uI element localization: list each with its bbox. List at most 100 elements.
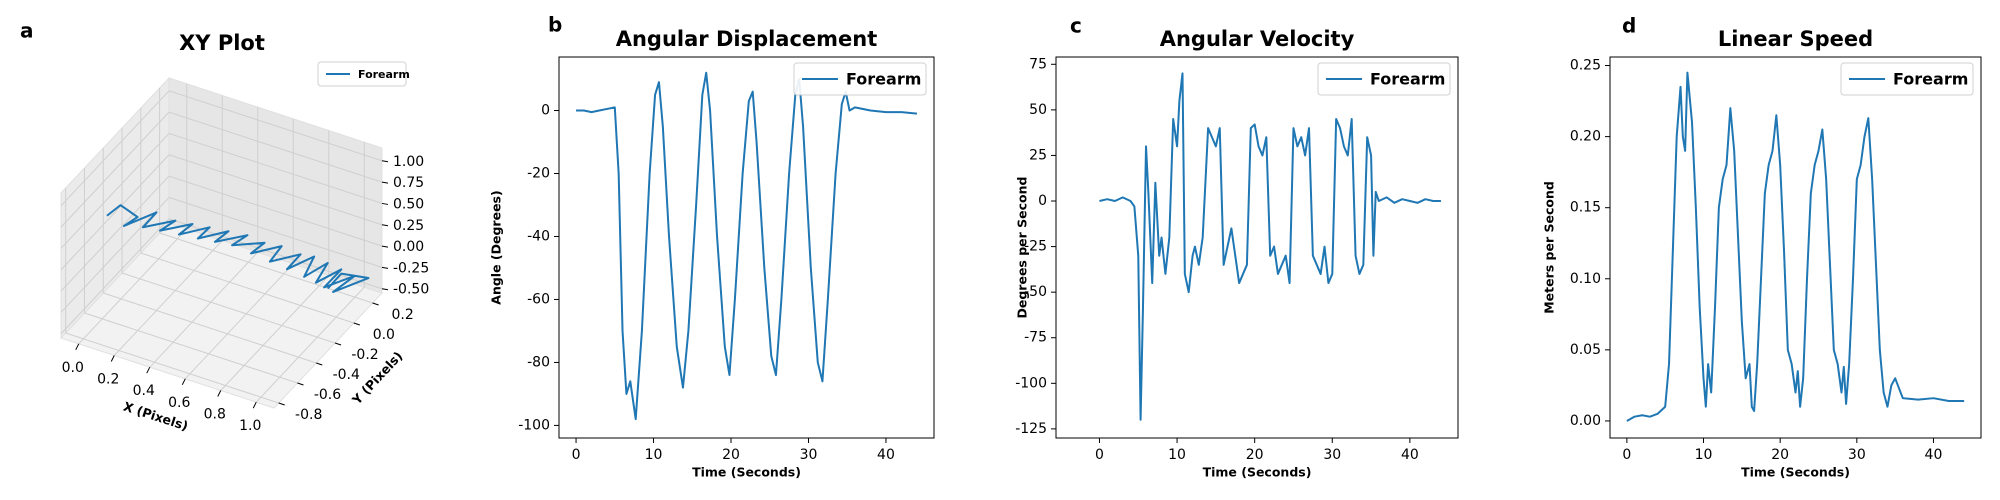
y-axis-label: Angle (Degrees) xyxy=(489,190,504,304)
y-tick xyxy=(297,382,304,386)
y-tick-label: 0.0 xyxy=(373,327,395,343)
y-tick-label: -75 xyxy=(1024,330,1047,346)
series-line xyxy=(106,204,370,293)
z-tick xyxy=(381,160,389,163)
z-tick-label: -0.50 xyxy=(393,282,429,298)
y-tick-label: -40 xyxy=(527,228,550,244)
z-tick-label: -0.25 xyxy=(393,260,429,276)
y-tick-label: -0.4 xyxy=(333,367,360,383)
panel-label: a xyxy=(20,19,34,43)
grid-line xyxy=(168,196,383,268)
x-tick-label: 30 xyxy=(800,447,818,463)
series-line xyxy=(576,71,918,421)
plot-frame xyxy=(1609,56,1982,439)
legend-box xyxy=(1317,62,1451,96)
y-tick-label: 0 xyxy=(541,103,550,119)
y-tick-label: 0 xyxy=(1038,193,1047,209)
z-tick xyxy=(381,224,389,227)
y-tick xyxy=(278,402,285,406)
y-tick xyxy=(353,322,360,326)
y-tick-label: 0.00 xyxy=(1570,413,1601,429)
grid-line xyxy=(60,133,170,249)
y-tick-label: -50 xyxy=(1024,284,1047,300)
grid-line xyxy=(149,251,259,368)
grid-line xyxy=(140,252,354,324)
x-tick-label: 20 xyxy=(722,447,740,463)
y-tick-label: 0.20 xyxy=(1570,129,1601,145)
plot-frame xyxy=(1055,56,1459,439)
series-line xyxy=(1099,72,1441,421)
legend-box xyxy=(793,62,927,96)
x-axis-label: Time (Seconds) xyxy=(692,465,801,480)
y-tick-label: 0.10 xyxy=(1570,271,1601,287)
y-axis-label: Meters per Second xyxy=(1542,181,1557,314)
x-tick xyxy=(217,390,222,397)
y-tick-label: -0.8 xyxy=(295,407,322,423)
grid-line xyxy=(168,90,383,162)
y-axis-label: Degrees per Second xyxy=(1015,177,1030,319)
x-tick-label: 40 xyxy=(877,447,895,463)
legend-label: Forearm xyxy=(1370,70,1445,89)
y-tick-label: -100 xyxy=(1015,375,1047,391)
y-tick-label: -25 xyxy=(1024,239,1047,255)
x-tick xyxy=(110,355,115,362)
panel-label: c xyxy=(1070,14,1082,38)
y-tick xyxy=(334,342,342,346)
legend-label: Forearm xyxy=(1893,70,1968,89)
x-tick-label: 0.0 xyxy=(62,360,84,376)
legend-label: Forearm xyxy=(846,70,921,89)
y-tick-label: 0.25 xyxy=(1570,58,1601,74)
grid-line xyxy=(60,154,170,271)
grid-line xyxy=(184,263,294,380)
x-tick xyxy=(75,343,80,351)
z-tick-label: 0.00 xyxy=(393,239,424,255)
y-tick-label: 75 xyxy=(1029,56,1047,72)
grid-line xyxy=(60,197,170,313)
legend-box xyxy=(1840,62,1974,96)
x-tick-label: 0.2 xyxy=(97,372,119,388)
y-tick xyxy=(316,362,323,366)
x-tick-label: 0 xyxy=(1095,447,1104,463)
x-tick-label: 10 xyxy=(1168,447,1186,463)
grid-line xyxy=(121,272,336,344)
x-tick-label: 1.0 xyxy=(239,418,261,434)
y-tick-label: -20 xyxy=(527,166,550,182)
y-tick-label: -60 xyxy=(527,291,550,307)
y-tick-label: -0.2 xyxy=(351,347,378,363)
z-tick xyxy=(381,266,389,269)
x-tick-label: 30 xyxy=(1848,447,1866,463)
grid-line xyxy=(255,286,365,403)
y-tick-label: 50 xyxy=(1029,102,1047,118)
y-tick-label: 0.15 xyxy=(1570,200,1601,216)
y-tick-label: -125 xyxy=(1015,421,1047,437)
y-tick-label: 0.05 xyxy=(1570,342,1601,358)
legend-box xyxy=(317,61,407,87)
grid-line xyxy=(103,292,317,364)
x-tick-label: 0.4 xyxy=(133,383,155,399)
y-tick-label: -0.6 xyxy=(314,387,341,403)
series-line xyxy=(1626,71,1965,422)
x-tick-label: 10 xyxy=(645,447,663,463)
x-tick-label: 0 xyxy=(572,447,581,463)
panel-label: d xyxy=(1622,14,1636,38)
grid-line xyxy=(168,111,383,183)
grid-line xyxy=(78,228,188,345)
x-tick xyxy=(181,378,186,386)
grid-line xyxy=(60,111,170,228)
y-tick-label: -80 xyxy=(527,354,550,370)
x-tick-label: 40 xyxy=(1401,447,1419,463)
x-tick xyxy=(146,366,151,374)
x-tick-label: 0.6 xyxy=(168,395,190,411)
z-tick-label: 1.00 xyxy=(393,154,424,170)
chart-title: Angular Displacement xyxy=(616,27,878,51)
x-tick-label: 0 xyxy=(1622,447,1631,463)
z-tick-label: 0.25 xyxy=(393,218,424,234)
grid-line xyxy=(168,154,383,226)
x-axis-label: Time (Seconds) xyxy=(1741,465,1850,480)
grid-line xyxy=(60,218,170,335)
plot-frame xyxy=(558,56,935,439)
x-tick-label: 10 xyxy=(1695,447,1713,463)
z-tick xyxy=(381,288,389,291)
grid-line xyxy=(113,240,223,356)
